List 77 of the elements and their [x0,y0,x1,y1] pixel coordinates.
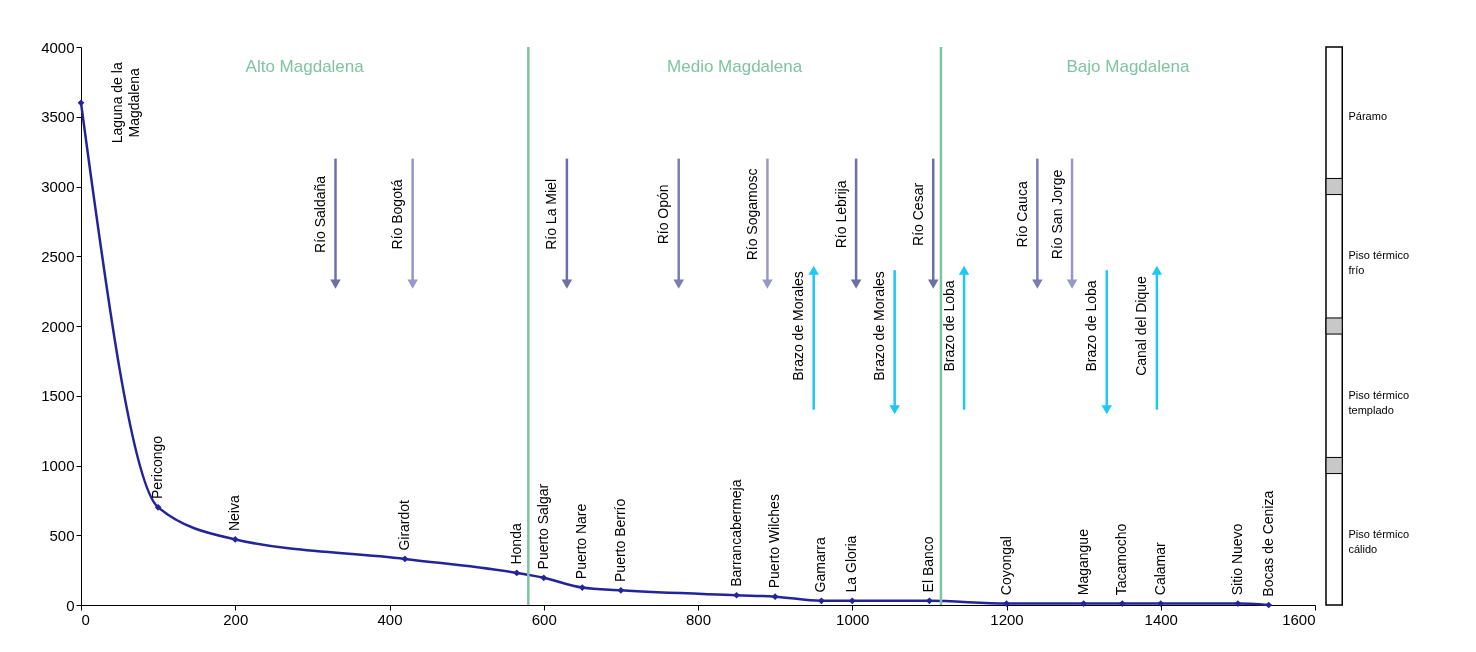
annotation: Magangue [1074,528,1091,596]
text: Brazo de Morales [790,271,807,381]
point [733,591,740,599]
annotation: Puerto Berrío [611,498,628,582]
annotation: Calamar [1151,541,1168,596]
point [578,584,586,591]
text: Río Sogamosc [744,168,761,261]
annotation: Pericongo [149,435,166,499]
y-tick-label: 500 [49,526,75,544]
text: Brazo de Loba [1083,280,1100,372]
annotation: Barrancabermeja [727,479,744,587]
x-tick-label: 400 [377,610,403,628]
x-tick-label: 1200 [990,610,1024,628]
point [848,597,856,605]
point [818,597,825,605]
text: Río Opón [655,184,672,245]
point [1265,601,1273,609]
point [617,587,625,594]
text: Río Bogotá [389,179,406,250]
text: Páramo [1348,109,1388,122]
point [1080,600,1087,607]
y-tick-label: 3000 [41,178,75,195]
point [1003,600,1010,607]
annotation: Medio Magdalena [667,56,803,76]
point [1157,600,1165,607]
text: Río Lebrija [832,180,849,249]
annotation: La Gloria [843,535,860,593]
y-tick-label: 2500 [41,247,75,265]
annotation: Puerto Nare [573,503,590,580]
text: Piso térmico frío [1348,249,1410,277]
y-tick-label: 4000 [41,38,75,56]
point [513,569,521,577]
annotation: Puerto Wilches [766,494,783,589]
text: Brazo de Morales [871,271,888,381]
annotation: Coyongal [997,536,1014,596]
x-tick-label: 0 [81,610,90,628]
text: Canal del Dique [1133,275,1150,376]
y-tick-label: 3500 [41,108,75,126]
x-tick-label: 600 [531,610,557,628]
point [926,597,933,605]
annotation: Bajo Magdalena [1066,56,1190,76]
y-tick-label: 1000 [41,457,75,474]
annotation: Sitio Nuevo [1228,523,1245,596]
point [540,574,548,582]
annotation: Alto Magdalena [245,56,365,76]
point [401,555,409,563]
annotation: Laguna de la Magdalena [109,62,143,144]
point [771,593,779,600]
y-tick-label: 1500 [41,387,75,405]
text: Piso térmico cálido [1348,528,1410,556]
annotation: Gamarra [812,537,829,593]
text: Río Cesar [909,182,926,246]
y-tick-label: 0 [66,596,75,614]
text: Río Saldaña [312,175,329,253]
x-tick-label: 200 [223,610,249,628]
x-tick-label: 800 [685,610,712,628]
annotation: Neiva [226,495,243,532]
annotation: El Banco [920,536,937,593]
point [1234,600,1242,607]
annotation: Puerto Salgar [534,483,551,570]
annotation: Girardot [395,499,412,551]
annotation: Tacamocho [1113,523,1130,596]
text: Brazo de Loba [940,280,957,372]
point [1118,600,1126,607]
annotation: Bocas de Ceniza [1259,490,1276,597]
x-tick-label: 1400 [1144,610,1178,628]
text: Río San Jorge [1048,169,1065,260]
text: Piso térmico templado [1348,388,1410,416]
y-tick-label: 2000 [41,317,75,335]
annotation: Honda [507,523,524,565]
point [231,536,239,543]
x-tick-label: 1600 [1282,610,1316,628]
x-tick-label: 1000 [836,610,870,628]
text: Río La Miel [543,178,560,250]
point [77,99,85,107]
text: Río Cauca [1013,181,1030,248]
point [154,504,162,511]
